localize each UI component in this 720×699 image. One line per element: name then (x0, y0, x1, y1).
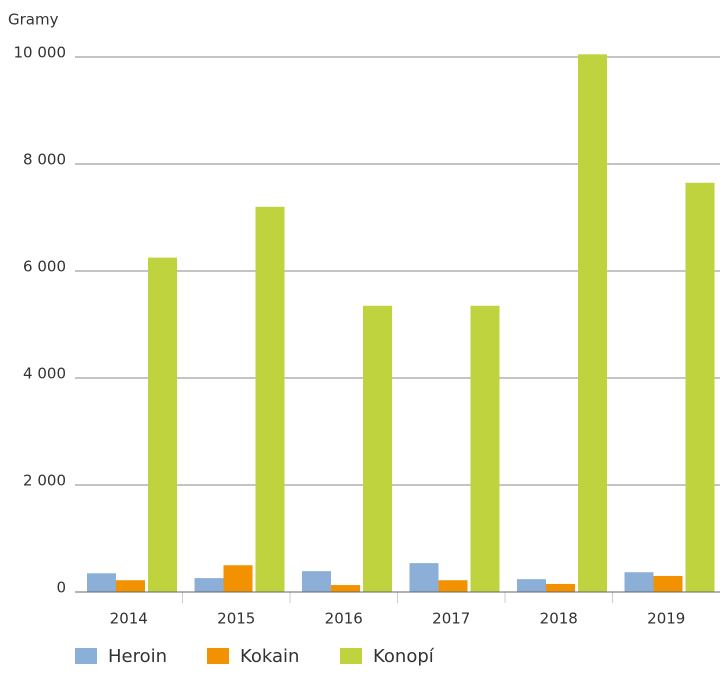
y-tick-label: 2 000 (23, 472, 66, 490)
legend-label: Kokain (240, 646, 299, 667)
bar (624, 572, 654, 592)
bar (363, 305, 392, 592)
bar (194, 578, 224, 592)
legend-swatch (340, 648, 362, 664)
bar (438, 580, 468, 592)
legend-swatch (207, 648, 229, 664)
y-tick-label: 4 000 (23, 365, 66, 383)
legend-label: Heroin (108, 646, 167, 667)
bar (578, 54, 607, 592)
y-axis-label: Gramy (8, 11, 59, 29)
bar (255, 206, 285, 593)
y-tick-label: 10 000 (14, 44, 67, 62)
x-tick-label: 2015 (217, 610, 255, 628)
x-tick-label: 2017 (432, 610, 470, 628)
bar (409, 563, 439, 592)
x-tick-label: 2014 (110, 610, 148, 628)
x-tick-label: 2016 (325, 610, 363, 628)
x-tick-label: 2018 (540, 610, 578, 628)
bar (302, 571, 331, 592)
y-tick-label: 0 (56, 579, 66, 597)
y-tick-label: 8 000 (23, 151, 66, 169)
y-tick-label: 6 000 (23, 258, 66, 276)
bar (148, 257, 177, 592)
bar (546, 583, 575, 592)
legend-swatch (75, 648, 97, 664)
bar (87, 573, 116, 592)
bar (331, 585, 360, 592)
x-tick-label: 2019 (647, 610, 685, 628)
bar (223, 565, 253, 592)
legend-label: Konopí (373, 646, 435, 667)
bar (116, 580, 145, 592)
bar (685, 182, 715, 592)
bar (653, 575, 683, 592)
bar (470, 305, 500, 592)
bar (517, 579, 546, 592)
